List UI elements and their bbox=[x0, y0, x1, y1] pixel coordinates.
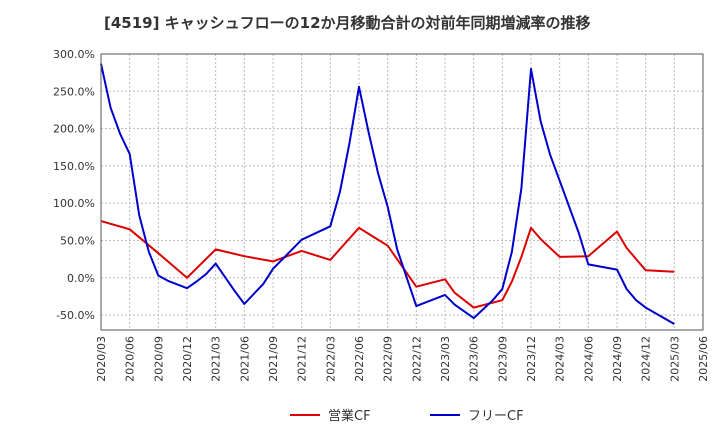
x-tick-label: 2024/12 bbox=[640, 336, 653, 382]
x-tick-label: 2024/09 bbox=[611, 336, 624, 382]
y-axis: 300.0% 250.0% 200.0% 150.0% 100.0% 50.0% 0.0% -… bbox=[53, 48, 95, 322]
x-axis: 2020/03 2020/06 2020/09 2020/12 2021/03 2021/… bbox=[95, 336, 710, 382]
legend-label-0: 営業CF bbox=[328, 408, 371, 424]
y-tick-label: -50.0% bbox=[56, 309, 95, 322]
y-tick-label: 300.0% bbox=[53, 48, 95, 61]
x-tick-label: 2024/06 bbox=[582, 336, 595, 382]
x-tick-label: 2022/03 bbox=[324, 336, 337, 382]
x-tick-label: 2022/06 bbox=[353, 336, 366, 382]
x-tick-label: 2021/09 bbox=[267, 336, 280, 382]
y-tick-label: 0.0% bbox=[67, 272, 95, 285]
x-tick-label: 2021/06 bbox=[238, 336, 251, 382]
x-tick-label: 2024/03 bbox=[554, 336, 567, 382]
y-tick-label: 250.0% bbox=[53, 85, 95, 98]
legend-label-1: フリーCF bbox=[468, 409, 524, 424]
x-tick-label: 2025/03 bbox=[668, 336, 681, 382]
x-tick-label: 2023/03 bbox=[439, 336, 452, 382]
y-tick-label: 150.0% bbox=[53, 160, 95, 173]
x-tick-label: 2023/09 bbox=[496, 336, 509, 382]
series-line-1 bbox=[100, 63, 675, 325]
x-tick-label: 2022/09 bbox=[382, 336, 395, 382]
y-tick-label: 200.0% bbox=[53, 123, 95, 136]
plot-frame bbox=[100, 53, 704, 331]
grid-lines bbox=[100, 53, 704, 330]
chart-title: [4519] キャッシュフローの12か月移動合計の対前年同期増減率の推移 bbox=[104, 14, 591, 32]
x-tick-label: 2025/06 bbox=[697, 336, 710, 382]
x-tick-label: 2020/06 bbox=[124, 336, 137, 382]
x-tick-label: 2023/06 bbox=[468, 336, 481, 382]
x-tick-label: 2023/12 bbox=[525, 336, 538, 382]
x-tick-label: 2022/12 bbox=[410, 336, 423, 382]
series-line-0 bbox=[100, 220, 675, 309]
series-lines bbox=[100, 63, 675, 325]
legend: 営業CF フリーCF bbox=[290, 408, 524, 424]
x-tick-label: 2020/03 bbox=[95, 336, 108, 382]
x-tick-label: 2021/03 bbox=[210, 336, 223, 382]
x-tick-label: 2021/12 bbox=[296, 336, 309, 382]
x-tick-label: 2020/12 bbox=[181, 336, 194, 382]
x-tick-label: 2020/09 bbox=[152, 336, 165, 382]
y-tick-label: 50.0% bbox=[60, 234, 95, 247]
y-tick-label: 100.0% bbox=[53, 197, 95, 210]
